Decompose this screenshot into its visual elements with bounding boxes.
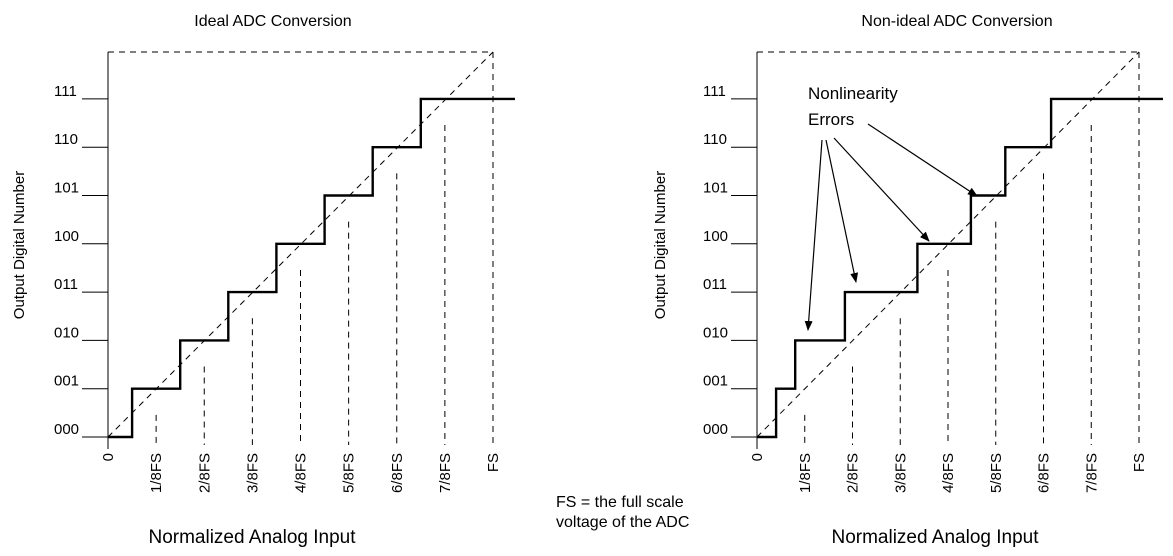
ideal-x-tick-label: 5/8FS — [341, 453, 358, 493]
ideal-y-tick-label: 101 — [54, 180, 79, 197]
annotation-arrow-2 — [825, 139, 859, 283]
ideal-y-tick-label: 111 — [54, 83, 77, 100]
nonideal-y-tick-label: 100 — [703, 228, 728, 245]
nonideal-ideal-diagonal — [756, 51, 1140, 438]
ideal-staircase — [108, 97, 515, 439]
nonideal-y-tick-label: 000 — [703, 421, 728, 438]
ideal-x-tick-label: 0 — [100, 453, 117, 461]
ideal-x-tick-label: 6/8FS — [389, 453, 406, 493]
nonideal-y-tick-label: 001 — [703, 373, 728, 390]
nonideal-x-tick-label: 7/8FS — [1083, 453, 1100, 493]
ideal-x-tick-label: 4/8FS — [293, 453, 310, 493]
nonideal-chart-title: Non-ideal ADC Conversion — [861, 13, 1052, 30]
ideal-y-tick-label: 000 — [54, 421, 79, 438]
fs-note-line-1: FS = the full scale — [556, 494, 684, 511]
nonideal-x-axis-label: Normalized Analog Input — [831, 527, 1039, 548]
fs-note-line-2: voltage of the ADC — [556, 514, 689, 531]
annotation-arrow-4 — [867, 123, 978, 197]
ideal-x-tick-label: 2/8FS — [196, 453, 213, 493]
nonideal-x-tick-label: 4/8FS — [940, 453, 957, 493]
ideal-ideal-diagonal — [107, 51, 494, 438]
annotation-arrow-1 — [804, 139, 823, 331]
nonideal-adc-chart: Non-ideal ADC Conversion Output Digital … — [652, 13, 1163, 548]
ideal-x-axis-label: Normalized Analog Input — [148, 527, 356, 548]
nonideal-y-axis-label: Output Digital Number — [652, 171, 669, 319]
nonideal-y-tick-label: 111 — [703, 83, 726, 100]
nonideal-x-tick-label: 1/8FS — [797, 453, 814, 493]
ideal-x-tick-label: 3/8FS — [244, 453, 261, 493]
ideal-y-tick-label: 100 — [54, 228, 79, 245]
ideal-chart-title: Ideal ADC Conversion — [194, 13, 351, 30]
nonideal-x-tick-label: 2/8FS — [845, 453, 862, 493]
ideal-y-axis-label: Output Digital Number — [11, 171, 28, 319]
nonideal-staircase — [757, 97, 1163, 439]
annotation-line-1: Nonlinearity — [808, 84, 898, 103]
ideal-x-tick-label: 1/8FS — [148, 453, 165, 493]
annotation-line-2: Errors — [808, 110, 854, 129]
nonideal-y-tick-label: 101 — [703, 180, 728, 197]
nonideal-y-tick-label: 110 — [703, 131, 727, 148]
nonideal-y-tick-label: 011 — [703, 276, 727, 293]
ideal-y-tick-label: 011 — [54, 276, 78, 293]
ideal-y-tick-label: 001 — [54, 373, 79, 390]
annotation-arrow-3 — [833, 137, 930, 242]
ideal-x-tick-label: 7/8FS — [437, 453, 454, 493]
nonlinearity-annotation: Nonlinearity Errors — [804, 84, 978, 331]
nonideal-x-tick-label: 5/8FS — [988, 453, 1005, 493]
nonideal-x-tick-label: FS — [1131, 453, 1148, 472]
ideal-y-tick-label: 010 — [54, 324, 79, 341]
nonideal-x-tick-label: 3/8FS — [892, 453, 909, 493]
ideal-y-tick-label: 110 — [54, 131, 78, 148]
nonideal-y-tick-label: 010 — [703, 324, 728, 341]
ideal-adc-chart: Ideal ADC Conversion Output Digital Numb… — [11, 13, 515, 548]
nonideal-x-tick-label: 6/8FS — [1036, 453, 1053, 493]
nonideal-x-tick-label: 0 — [749, 453, 766, 461]
ideal-x-tick-label: FS — [485, 453, 502, 472]
